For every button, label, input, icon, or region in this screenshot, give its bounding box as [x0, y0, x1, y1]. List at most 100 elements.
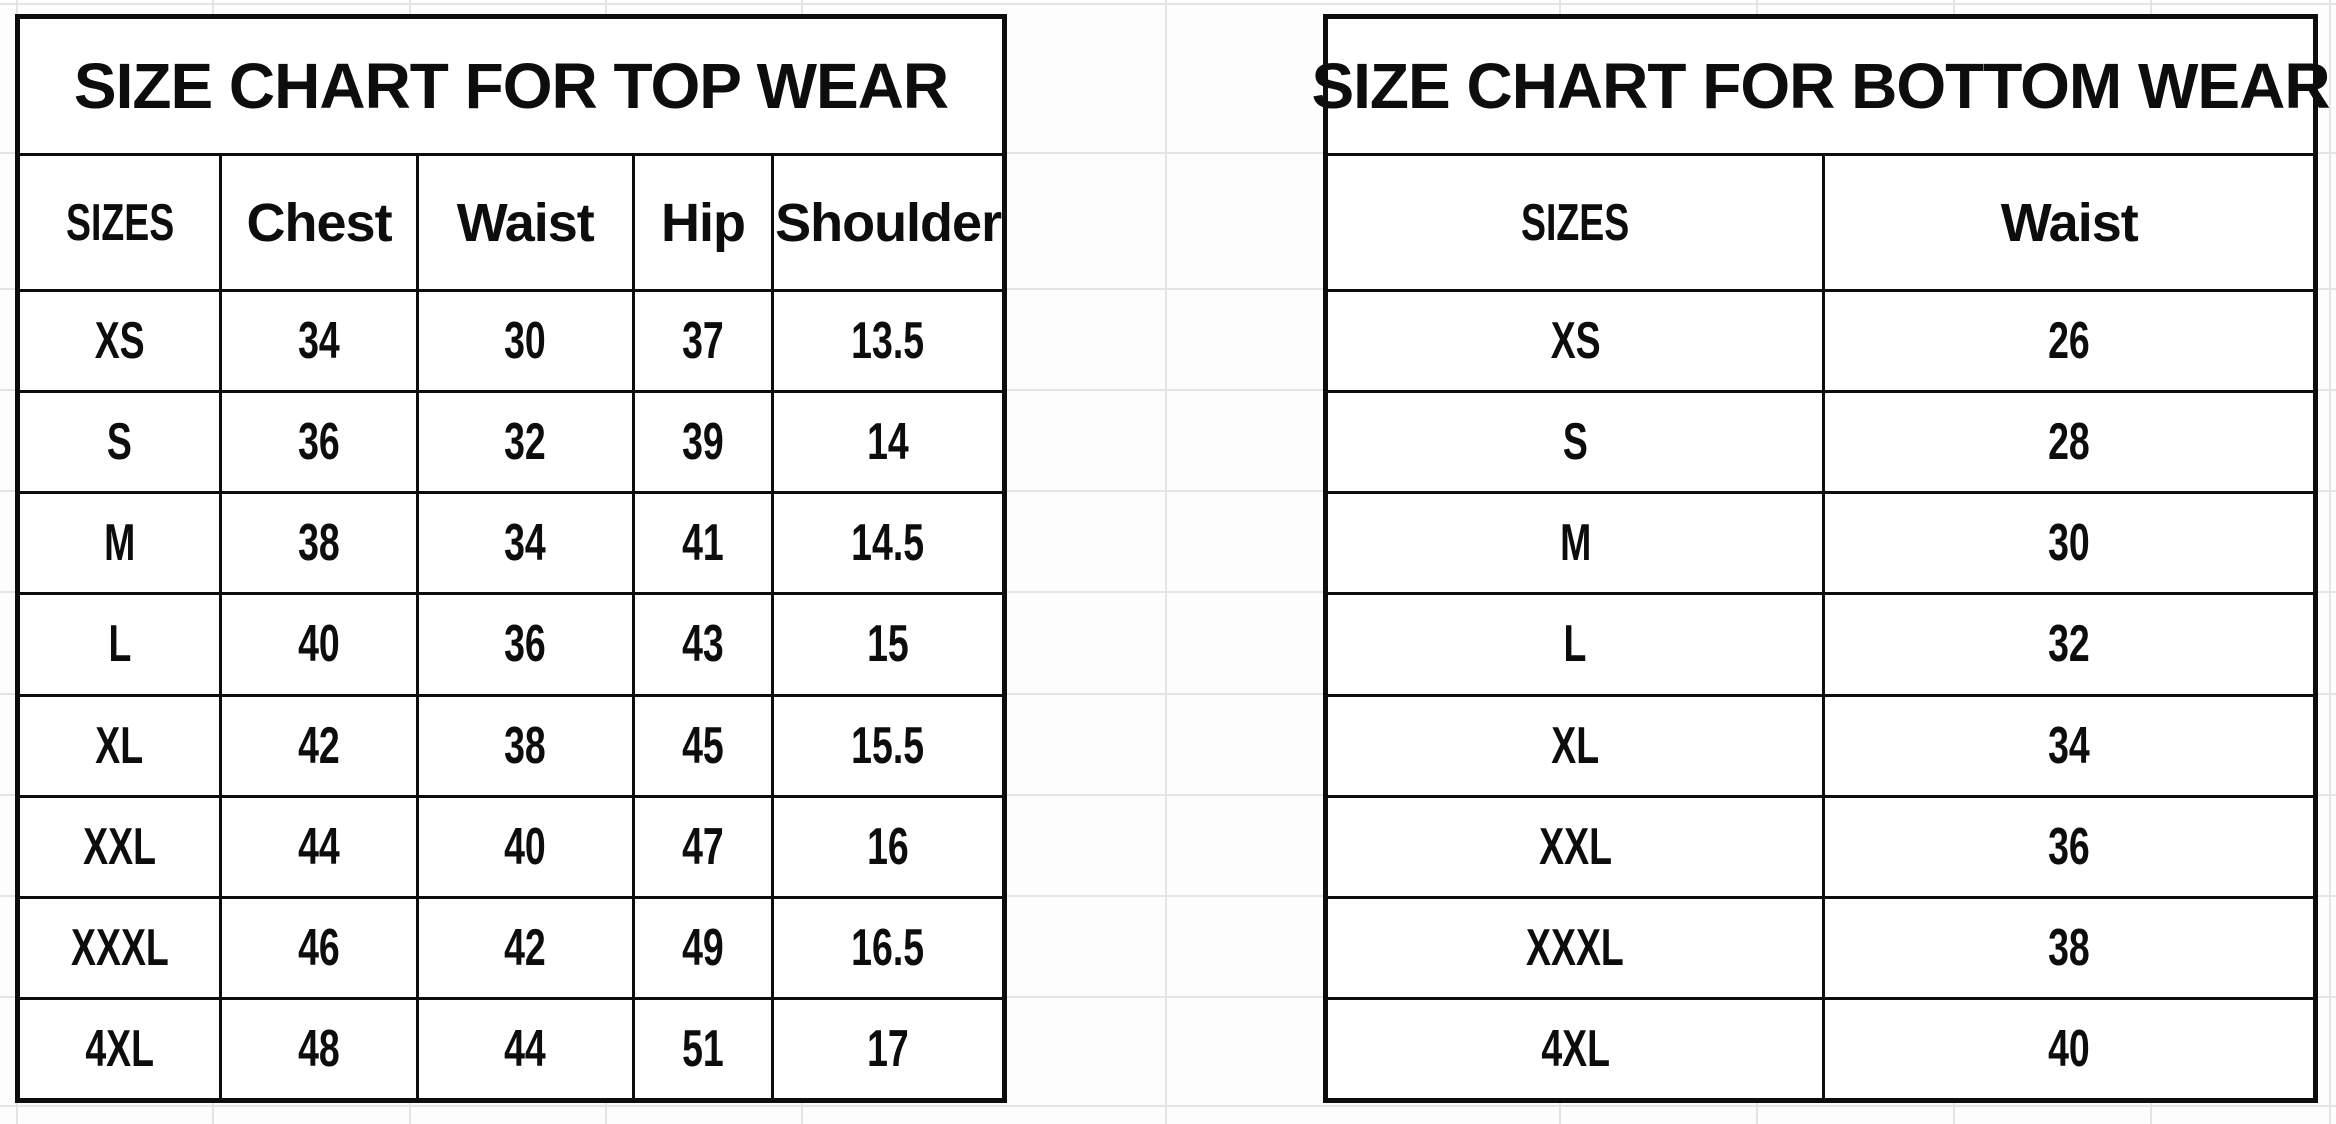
value-cell: 36: [1822, 794, 2313, 896]
value-cell: 34: [1822, 693, 2313, 795]
value-cell: 48: [219, 996, 416, 1098]
measurement-value: 47: [682, 817, 724, 876]
measurement-value: 40: [298, 615, 340, 674]
value-cell: 30: [415, 289, 632, 391]
size-cell: XS: [1328, 289, 1823, 390]
size-label: XXL: [1538, 817, 1612, 876]
value-cell: 41: [631, 491, 772, 593]
column-header-label: Waist: [456, 192, 595, 253]
value-cell: 34: [219, 289, 416, 391]
size-label: XXXL: [70, 918, 169, 977]
measurement-value: 26: [2048, 312, 2091, 371]
value-cell: 14.5: [771, 491, 1002, 593]
size-cell: M: [20, 491, 220, 592]
value-cell: 40: [415, 794, 632, 896]
value-cell: 38: [415, 693, 632, 795]
value-cell: 32: [1822, 592, 2313, 694]
measurement-value: 34: [298, 312, 340, 371]
measurement-value: 38: [298, 514, 340, 573]
value-cell: 16.5: [771, 895, 1002, 997]
column-header-label: SIZES: [65, 193, 174, 252]
measurement-value: 43: [682, 615, 724, 674]
measurement-value: 15.5: [851, 716, 925, 775]
measurement-value: 39: [682, 413, 724, 472]
column-header-hip: Hip: [631, 153, 772, 289]
measurement-value: 34: [2048, 716, 2091, 775]
value-cell: 38: [219, 491, 416, 593]
size-label: XS: [1550, 312, 1601, 371]
column-header-waist: Waist: [415, 153, 632, 289]
size-cell: 4XL: [20, 996, 220, 1098]
size-cell: XS: [20, 289, 220, 390]
measurement-value: 40: [504, 817, 547, 876]
size-cell: XXL: [1328, 794, 1823, 896]
measurement-value: 44: [298, 817, 340, 876]
size-label: L: [1563, 615, 1587, 674]
value-cell: 16: [771, 794, 1002, 896]
measurement-value: 17: [867, 1019, 909, 1078]
column-header-label: Hip: [660, 192, 746, 253]
size-cell: L: [1328, 592, 1823, 693]
value-cell: 43: [631, 592, 772, 694]
value-cell: 49: [631, 895, 772, 997]
measurement-value: 28: [2048, 413, 2091, 472]
measurement-value: 48: [298, 1019, 340, 1078]
column-header-label: Chest: [246, 192, 393, 253]
value-cell: 30: [1822, 491, 2313, 593]
column-header-shoulder: Shoulder: [771, 153, 1002, 289]
measurement-value: 42: [504, 918, 547, 977]
value-cell: 42: [219, 693, 416, 795]
column-header-sizes: SIZES: [20, 153, 220, 289]
measurement-value: 30: [2048, 514, 2091, 573]
value-cell: 46: [219, 895, 416, 997]
value-cell: 42: [415, 895, 632, 997]
value-cell: 38: [1822, 895, 2313, 997]
size-label: M: [1559, 514, 1591, 573]
size-label: XL: [1551, 716, 1600, 775]
size-label: XXL: [83, 817, 157, 876]
size-label: XXXL: [1526, 918, 1625, 977]
measurement-value: 14: [867, 413, 909, 472]
measurement-value: 38: [2048, 918, 2091, 977]
column-header-sizes: SIZES: [1328, 153, 1823, 289]
size-label: M: [104, 514, 136, 573]
value-cell: 47: [631, 794, 772, 896]
measurement-value: 44: [504, 1019, 547, 1078]
measurement-value: 42: [298, 716, 340, 775]
size-cell: XXL: [20, 794, 220, 896]
table-title: SIZE CHART FOR TOP WEAR: [73, 50, 949, 122]
size-label: S: [1562, 413, 1588, 472]
size-cell: XXXL: [20, 895, 220, 997]
column-header-label: Waist: [2000, 192, 2139, 253]
value-cell: 40: [1822, 996, 2313, 1098]
bottom-wear-size-table: SIZE CHART FOR BOTTOM WEAR SIZES Waist X…: [1311, 14, 2331, 1103]
measurement-value: 36: [504, 615, 547, 674]
value-cell: 14: [771, 390, 1002, 492]
size-cell: S: [20, 390, 220, 491]
measurement-value: 40: [2048, 1019, 2091, 1078]
size-label: XS: [94, 312, 145, 371]
measurement-value: 49: [682, 918, 724, 977]
size-label: 4XL: [85, 1019, 155, 1078]
size-cell: XL: [1328, 693, 1823, 795]
value-cell: 15: [771, 592, 1002, 694]
measurement-value: 37: [682, 312, 724, 371]
measurement-value: 36: [2048, 817, 2091, 876]
measurement-value: 36: [298, 413, 340, 472]
value-cell: 37: [631, 289, 772, 391]
table-title: SIZE CHART FOR BOTTOM WEAR: [1311, 50, 2330, 122]
value-cell: 44: [219, 794, 416, 896]
measurement-value: 16.5: [851, 918, 925, 977]
measurement-value: 14.5: [851, 514, 925, 573]
column-header-label: Shoulder: [775, 192, 1002, 253]
value-cell: 26: [1822, 289, 2313, 391]
value-cell: 34: [415, 491, 632, 593]
column-header-waist: Waist: [1822, 153, 2313, 289]
measurement-value: 34: [504, 514, 547, 573]
measurement-value: 51: [682, 1019, 724, 1078]
size-cell: M: [1328, 491, 1823, 592]
size-cell: XL: [20, 693, 220, 795]
size-cell: 4XL: [1328, 996, 1823, 1098]
value-cell: 17: [771, 996, 1002, 1098]
measurement-value: 32: [2048, 615, 2091, 674]
